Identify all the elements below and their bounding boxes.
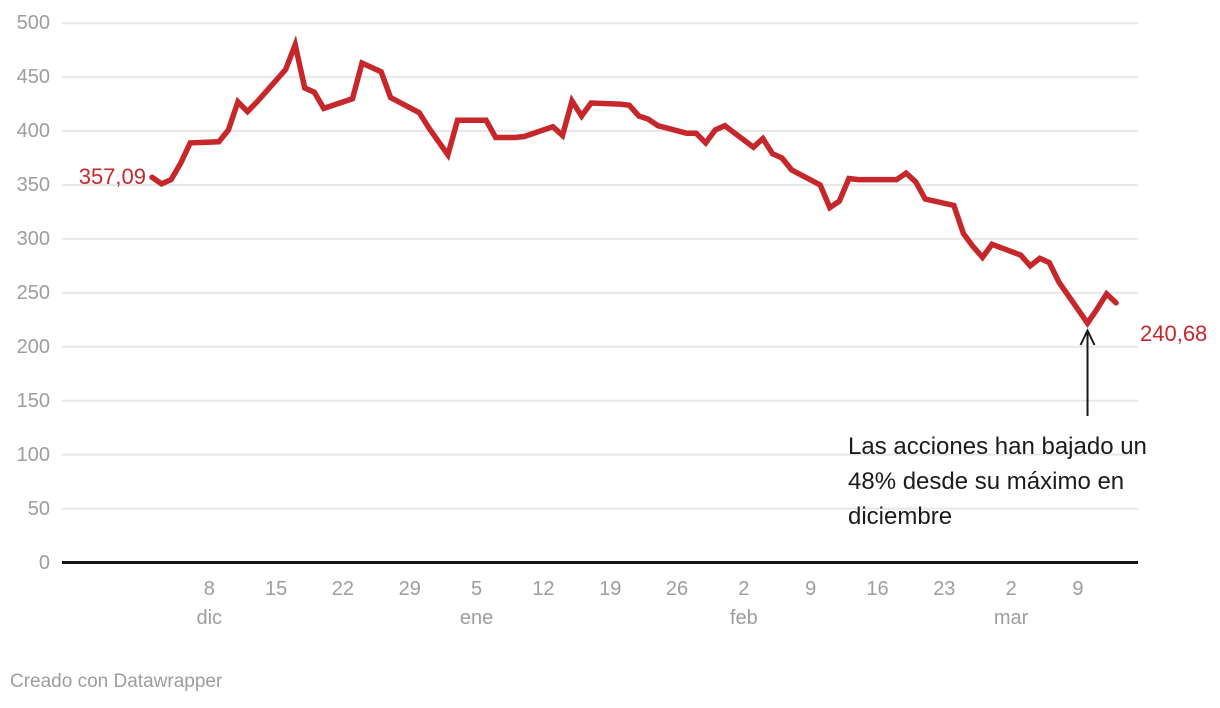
y-tick-label: 200 — [16, 335, 50, 358]
annotation-line: 48% desde su máximo en — [848, 468, 1125, 495]
x-tick-label: 29 — [398, 578, 421, 600]
x-month-label: ene — [459, 607, 494, 629]
x-tick-label: 26 — [665, 578, 689, 600]
datawrapper-credit-link[interactable]: Creado con Datawrapper — [10, 671, 223, 692]
start-value-label: 357,09 — [78, 164, 146, 189]
x-tick-label: 2 — [1005, 578, 1017, 600]
y-tick-label: 250 — [16, 281, 50, 304]
x-tick-label: 9 — [805, 578, 817, 600]
x-tick-label: 2 — [738, 578, 750, 600]
x-month-label: dic — [196, 607, 223, 629]
x-tick-label: 8 — [203, 578, 215, 600]
annotation-line: Las acciones han bajado un — [848, 433, 1147, 460]
end-value-label: 240,68 — [1140, 321, 1208, 346]
price-line — [149, 35, 1119, 328]
annotation-line: diciembre — [848, 503, 953, 530]
x-tick-label: 23 — [933, 578, 956, 600]
x-tick-label: 22 — [331, 578, 355, 600]
y-tick-label: 300 — [16, 227, 50, 250]
x-month-label: feb — [729, 607, 758, 629]
y-tick-label: 0 — [38, 551, 50, 574]
x-month-label: mar — [993, 607, 1029, 629]
annotation-text: Las acciones han bajado un 48% desde su … — [848, 429, 1218, 534]
y-tick-label: 450 — [16, 66, 50, 89]
y-tick-label: 400 — [16, 120, 50, 143]
x-tick-label: 5 — [471, 578, 483, 600]
annotation-arrowhead — [1079, 328, 1096, 346]
y-tick-label: 500 — [16, 12, 50, 35]
x-tick-label: 19 — [599, 578, 622, 600]
y-tick-label: 100 — [16, 443, 50, 466]
x-tick-label: 16 — [866, 578, 889, 600]
x-tick-label: 15 — [264, 578, 288, 600]
y-tick-label: 50 — [27, 497, 50, 520]
y-tick-label: 150 — [16, 389, 50, 412]
x-tick-label: 9 — [1072, 578, 1084, 600]
x-tick-label: 12 — [532, 578, 555, 600]
y-tick-label: 350 — [16, 173, 50, 196]
